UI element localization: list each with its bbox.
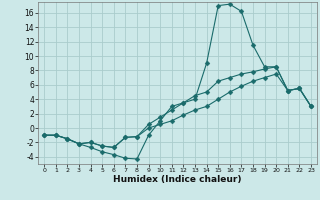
X-axis label: Humidex (Indice chaleur): Humidex (Indice chaleur) bbox=[113, 175, 242, 184]
